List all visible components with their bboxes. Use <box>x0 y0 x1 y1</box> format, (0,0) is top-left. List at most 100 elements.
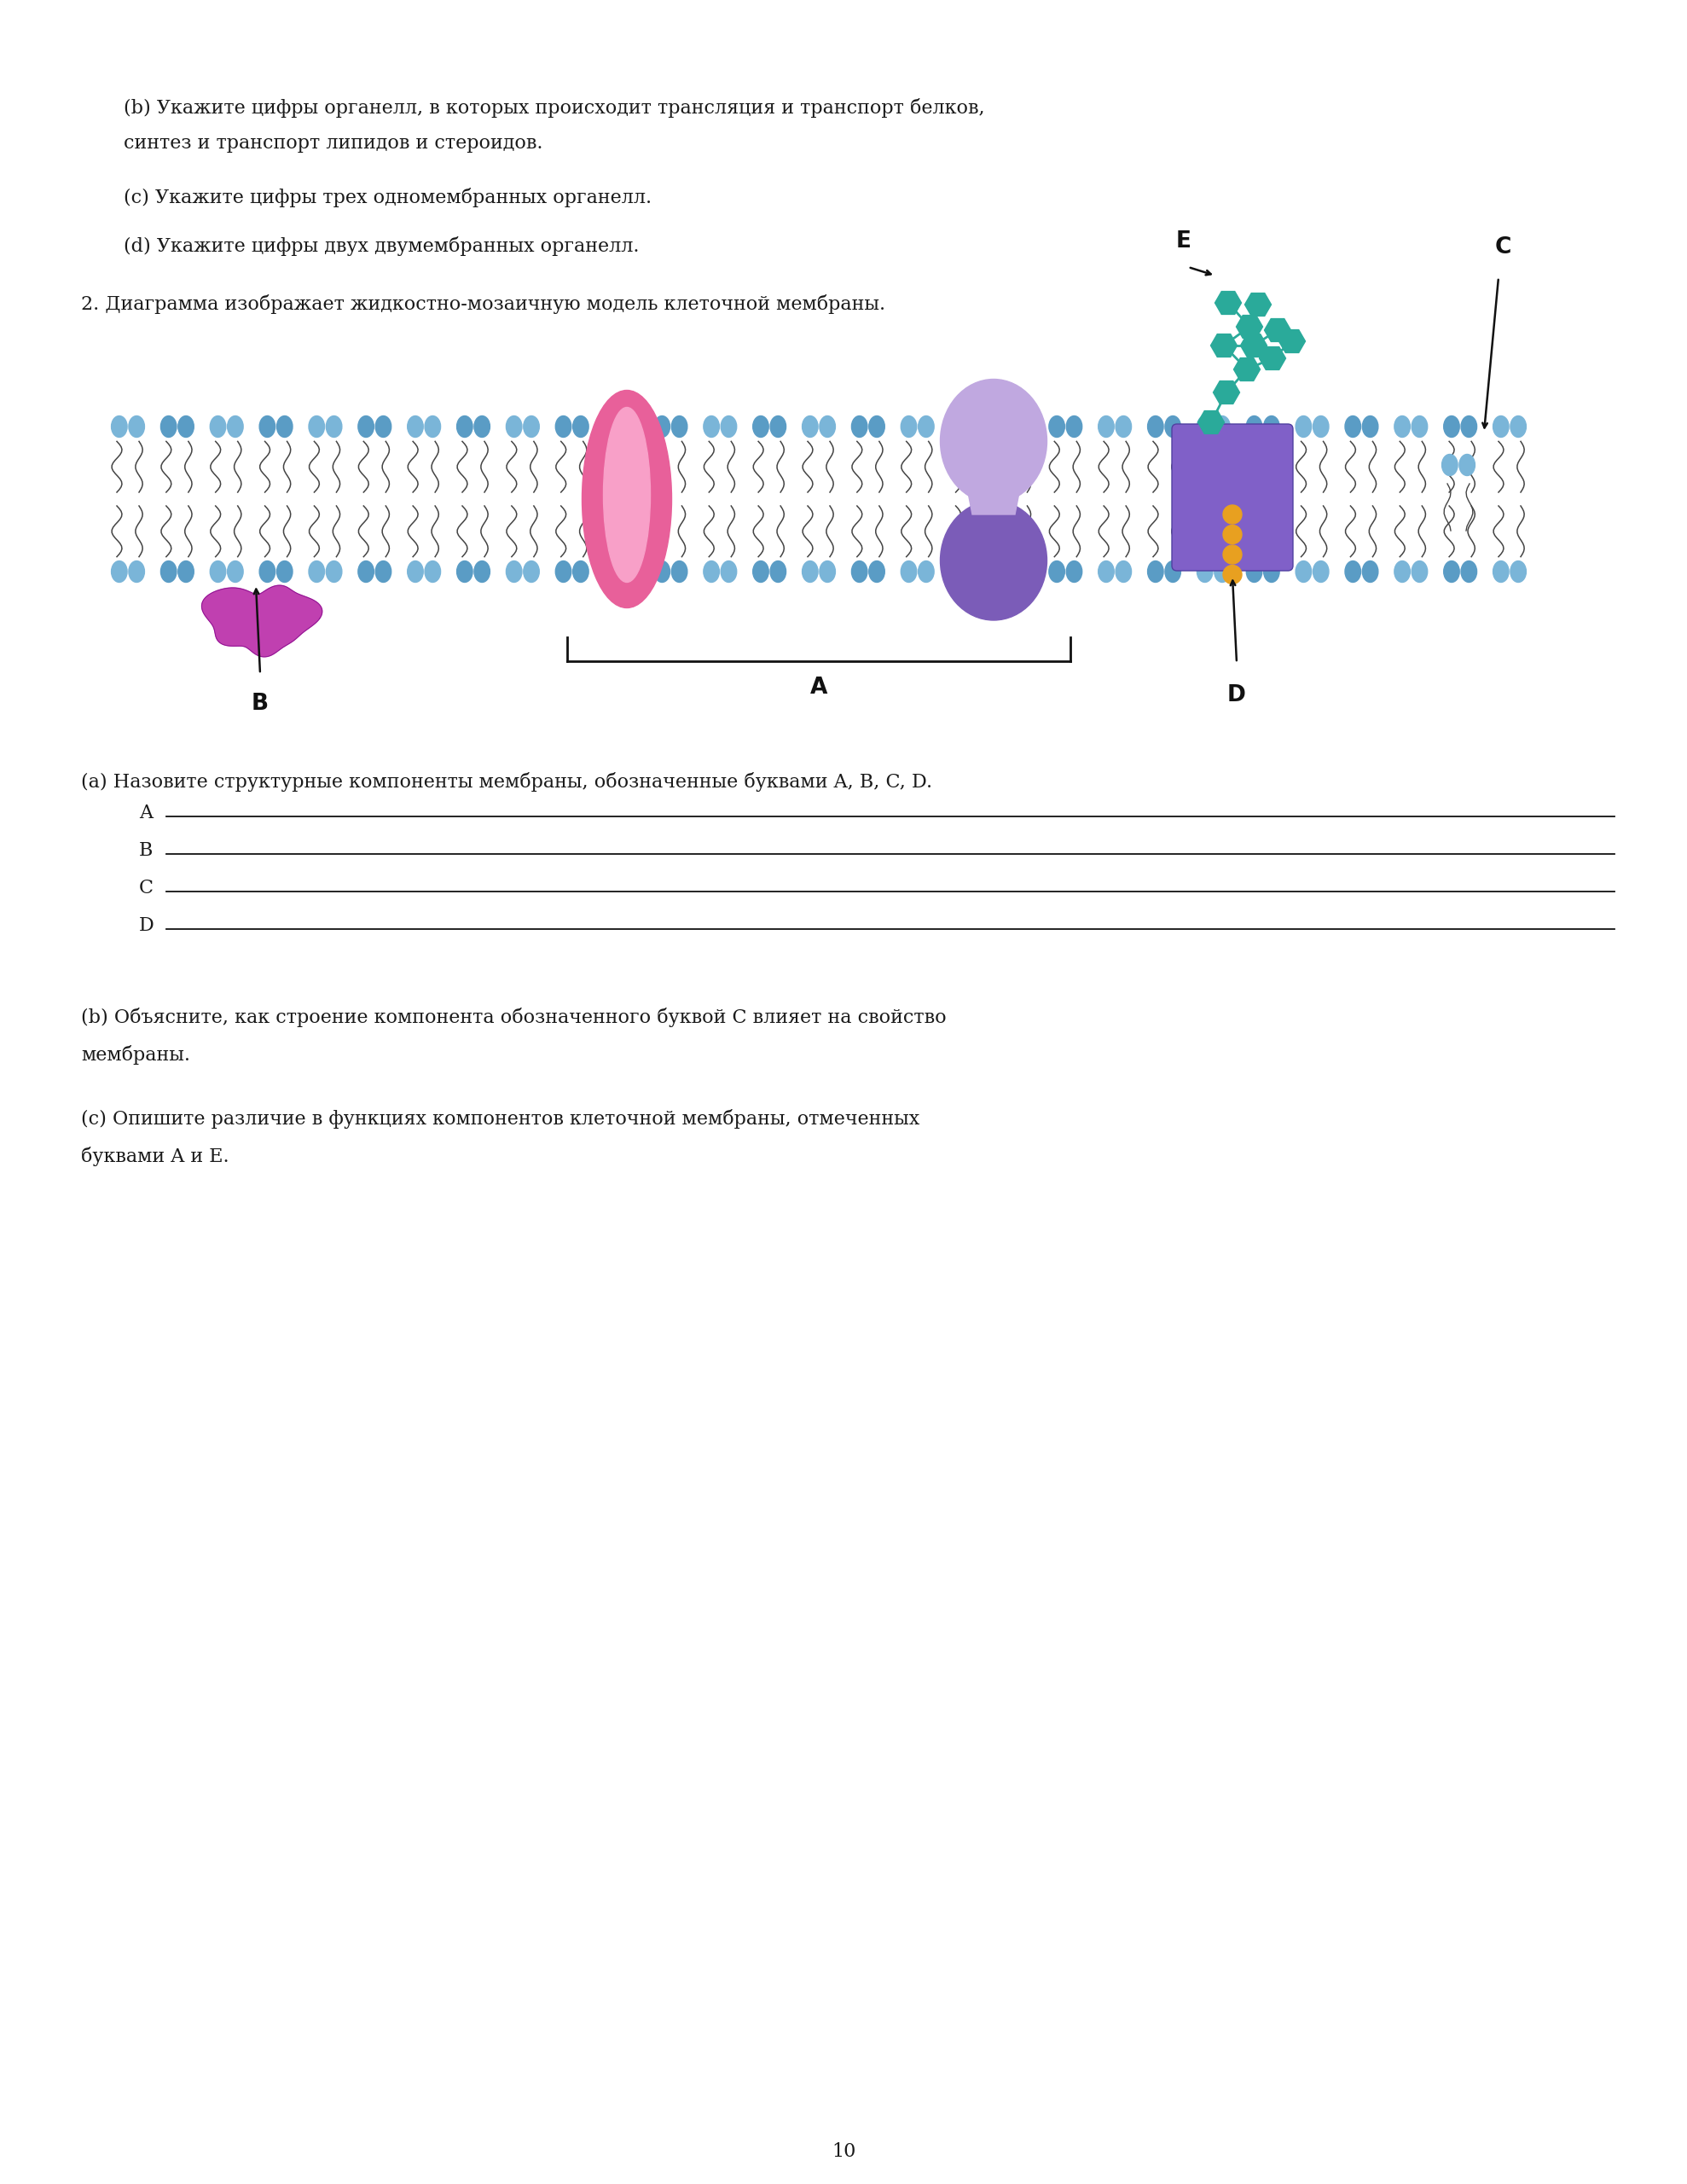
Text: мембраны.: мембраны. <box>81 1046 191 1066</box>
Ellipse shape <box>1115 415 1132 437</box>
Ellipse shape <box>1147 561 1164 583</box>
Ellipse shape <box>1198 415 1213 437</box>
Circle shape <box>1223 505 1242 524</box>
Ellipse shape <box>179 561 194 583</box>
Ellipse shape <box>111 415 127 437</box>
Text: B: B <box>138 841 154 860</box>
Ellipse shape <box>555 561 572 583</box>
Ellipse shape <box>1115 561 1132 583</box>
Ellipse shape <box>1147 415 1164 437</box>
Text: C: C <box>1495 236 1512 258</box>
Ellipse shape <box>1363 415 1378 437</box>
Text: 2. Диаграмма изображает жидкостно-мозаичную модель клеточной мембраны.: 2. Диаграмма изображает жидкостно-мозаич… <box>81 295 886 314</box>
Ellipse shape <box>260 561 275 583</box>
Ellipse shape <box>752 415 769 437</box>
Ellipse shape <box>1412 561 1427 583</box>
Ellipse shape <box>111 561 127 583</box>
Polygon shape <box>1211 334 1237 356</box>
Ellipse shape <box>720 415 737 437</box>
Ellipse shape <box>376 561 391 583</box>
Text: D: D <box>1228 684 1247 705</box>
Ellipse shape <box>771 561 786 583</box>
Ellipse shape <box>1493 415 1508 437</box>
Ellipse shape <box>1198 561 1213 583</box>
Ellipse shape <box>869 561 884 583</box>
Ellipse shape <box>179 415 194 437</box>
Text: (b) Объясните, как строение компонента обозначенного буквой C влияет на свойство: (b) Объясните, как строение компонента о… <box>81 1007 946 1026</box>
Ellipse shape <box>968 561 984 583</box>
Ellipse shape <box>555 415 572 437</box>
Polygon shape <box>1264 319 1291 341</box>
Ellipse shape <box>1345 415 1361 437</box>
Ellipse shape <box>703 415 719 437</box>
Ellipse shape <box>574 415 589 437</box>
Ellipse shape <box>1296 561 1311 583</box>
Ellipse shape <box>1312 561 1329 583</box>
Ellipse shape <box>940 500 1048 620</box>
Ellipse shape <box>1049 561 1064 583</box>
Ellipse shape <box>655 415 670 437</box>
Ellipse shape <box>1000 561 1016 583</box>
Ellipse shape <box>1166 415 1181 437</box>
Ellipse shape <box>720 561 737 583</box>
Ellipse shape <box>606 561 621 583</box>
Ellipse shape <box>918 415 935 437</box>
Ellipse shape <box>703 561 719 583</box>
Text: B: B <box>251 692 268 714</box>
Ellipse shape <box>523 561 540 583</box>
Ellipse shape <box>1000 415 1016 437</box>
Ellipse shape <box>1493 561 1508 583</box>
Ellipse shape <box>901 561 916 583</box>
Circle shape <box>1223 566 1242 583</box>
Ellipse shape <box>968 415 984 437</box>
Ellipse shape <box>803 415 818 437</box>
Circle shape <box>1223 546 1242 563</box>
Ellipse shape <box>358 561 375 583</box>
Ellipse shape <box>1166 561 1181 583</box>
Ellipse shape <box>950 561 967 583</box>
Ellipse shape <box>1296 415 1311 437</box>
Ellipse shape <box>574 561 589 583</box>
Ellipse shape <box>1066 415 1081 437</box>
Text: 10: 10 <box>832 2143 855 2160</box>
Ellipse shape <box>1510 561 1527 583</box>
Ellipse shape <box>604 408 649 583</box>
Ellipse shape <box>752 561 769 583</box>
Ellipse shape <box>1098 561 1113 583</box>
Ellipse shape <box>1312 415 1329 437</box>
Ellipse shape <box>1247 415 1262 437</box>
Ellipse shape <box>1461 415 1476 437</box>
Ellipse shape <box>326 561 342 583</box>
Ellipse shape <box>623 415 638 437</box>
Ellipse shape <box>1363 561 1378 583</box>
Ellipse shape <box>474 415 489 437</box>
Ellipse shape <box>771 415 786 437</box>
Ellipse shape <box>1264 415 1279 437</box>
Ellipse shape <box>277 415 292 437</box>
Ellipse shape <box>1017 415 1032 437</box>
Text: буквами A и Е.: буквами A и Е. <box>81 1147 229 1166</box>
Ellipse shape <box>228 415 243 437</box>
Ellipse shape <box>228 561 243 583</box>
Ellipse shape <box>1395 561 1410 583</box>
Ellipse shape <box>506 415 521 437</box>
Text: E: E <box>1176 229 1191 253</box>
Circle shape <box>1223 524 1242 544</box>
Ellipse shape <box>1049 415 1064 437</box>
Ellipse shape <box>852 561 867 583</box>
Ellipse shape <box>671 415 687 437</box>
Ellipse shape <box>309 561 324 583</box>
Ellipse shape <box>1444 415 1459 437</box>
Ellipse shape <box>128 561 145 583</box>
Ellipse shape <box>1444 561 1459 583</box>
Ellipse shape <box>1066 561 1081 583</box>
Ellipse shape <box>606 415 621 437</box>
Text: (d) Укажите цифры двух двумембранных органелл.: (d) Укажите цифры двух двумембранных орг… <box>123 236 639 256</box>
Ellipse shape <box>582 391 671 607</box>
Ellipse shape <box>1442 454 1458 476</box>
Ellipse shape <box>457 415 472 437</box>
Ellipse shape <box>623 561 638 583</box>
Ellipse shape <box>1395 415 1410 437</box>
Ellipse shape <box>671 561 687 583</box>
Ellipse shape <box>820 561 835 583</box>
